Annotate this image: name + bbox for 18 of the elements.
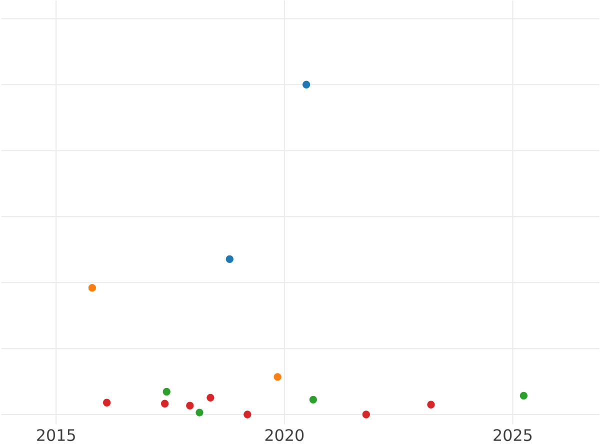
point	[274, 373, 282, 381]
point	[162, 388, 170, 396]
point	[196, 408, 204, 417]
point	[427, 401, 435, 409]
point	[244, 410, 252, 419]
x-tick-label: 2025	[494, 429, 532, 442]
point	[186, 402, 194, 410]
x-tick-label: 2020	[265, 429, 304, 442]
point	[309, 396, 318, 404]
point	[102, 399, 111, 407]
point	[362, 410, 370, 419]
point	[302, 81, 310, 89]
point	[88, 284, 96, 292]
point	[520, 392, 528, 400]
point	[226, 256, 234, 264]
x-tick-label: 2015	[37, 429, 75, 442]
point	[160, 400, 169, 408]
point	[206, 394, 214, 402]
